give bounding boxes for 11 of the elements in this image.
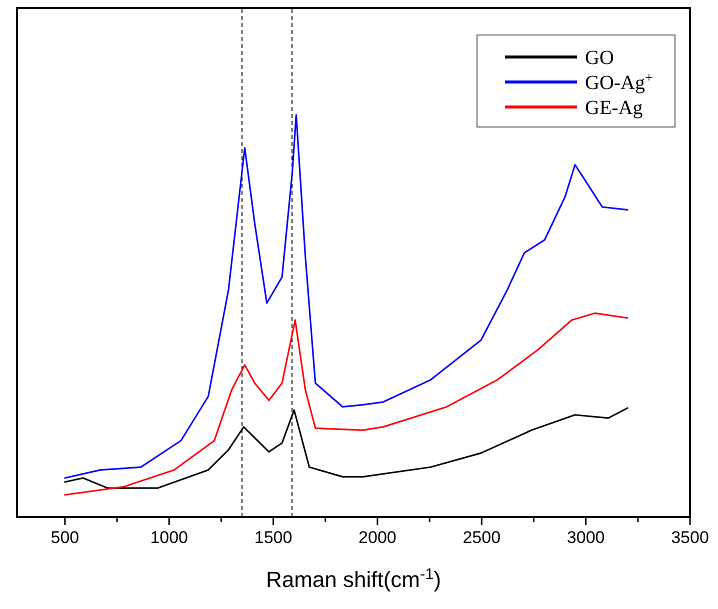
x-tick-label: 3500: [671, 528, 709, 547]
x-tick-label: 1000: [150, 528, 188, 547]
x-tick-label: 500: [50, 528, 80, 547]
x-axis-title: Raman shift(cm$^{-1}$): [266, 566, 442, 592]
x-tick-label: 2000: [358, 528, 396, 547]
x-tick-label: 3000: [566, 528, 605, 547]
x-tick-label: 1500: [254, 528, 292, 547]
x-tick-label: 2500: [462, 528, 501, 547]
legend-label: GO-Ag$^{+}$: [585, 70, 653, 94]
legend-label: GO: [585, 47, 614, 69]
legend-label: GE-Ag: [585, 97, 643, 119]
